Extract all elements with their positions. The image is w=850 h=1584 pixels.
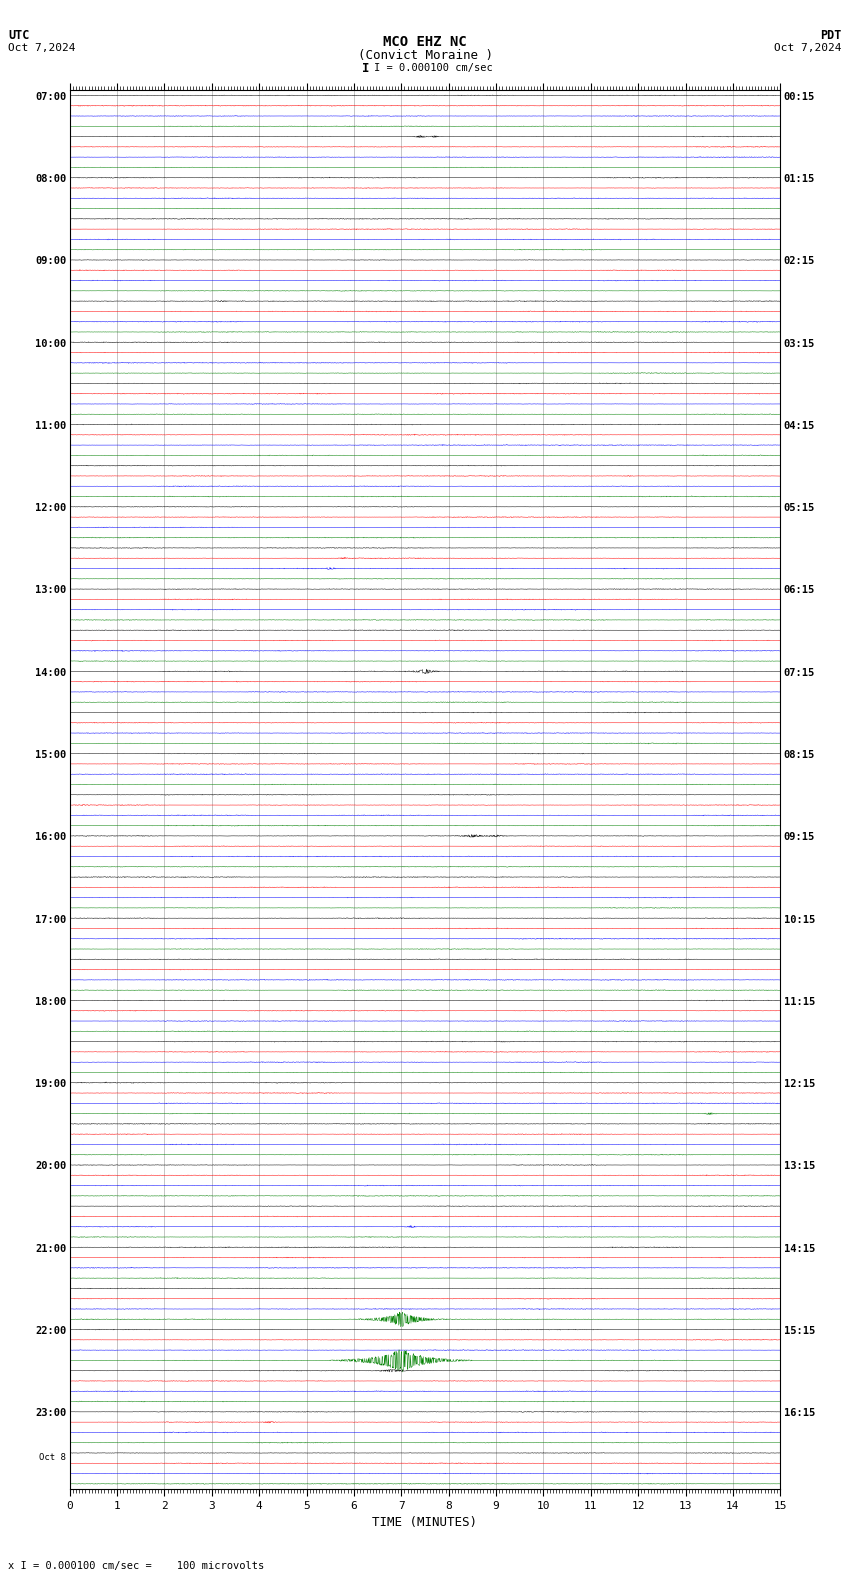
Text: 16:00: 16:00	[35, 832, 66, 843]
Text: 20:00: 20:00	[35, 1161, 66, 1172]
Text: 22:00: 22:00	[35, 1326, 66, 1335]
Text: Oct 7,2024: Oct 7,2024	[8, 43, 76, 52]
Text: 04:15: 04:15	[784, 421, 815, 431]
Text: 11:15: 11:15	[784, 996, 815, 1007]
Text: 13:15: 13:15	[784, 1161, 815, 1172]
Text: PDT: PDT	[820, 29, 842, 41]
Text: I: I	[362, 62, 369, 74]
Text: 12:00: 12:00	[35, 504, 66, 513]
Text: 16:15: 16:15	[784, 1408, 815, 1418]
Text: 12:15: 12:15	[784, 1079, 815, 1090]
Text: 15:15: 15:15	[784, 1326, 815, 1335]
Text: 14:00: 14:00	[35, 668, 66, 678]
Text: 19:00: 19:00	[35, 1079, 66, 1090]
Text: 02:15: 02:15	[784, 257, 815, 266]
Text: Oct 7,2024: Oct 7,2024	[774, 43, 842, 52]
Text: 13:00: 13:00	[35, 586, 66, 596]
Text: 07:00: 07:00	[35, 92, 66, 101]
Text: 07:15: 07:15	[784, 668, 815, 678]
Text: 00:15: 00:15	[784, 92, 815, 101]
Text: (Convict Moraine ): (Convict Moraine )	[358, 49, 492, 62]
Text: 18:00: 18:00	[35, 996, 66, 1007]
Text: UTC: UTC	[8, 29, 30, 41]
X-axis label: TIME (MINUTES): TIME (MINUTES)	[372, 1516, 478, 1529]
Text: 17:00: 17:00	[35, 914, 66, 925]
Text: 21:00: 21:00	[35, 1243, 66, 1253]
Text: 01:15: 01:15	[784, 174, 815, 184]
Text: MCO EHZ NC: MCO EHZ NC	[383, 35, 467, 49]
Text: 23:00: 23:00	[35, 1408, 66, 1418]
Text: 05:15: 05:15	[784, 504, 815, 513]
Text: 15:00: 15:00	[35, 751, 66, 760]
Text: 14:15: 14:15	[784, 1243, 815, 1253]
Text: 03:15: 03:15	[784, 339, 815, 348]
Text: 11:00: 11:00	[35, 421, 66, 431]
Text: 09:15: 09:15	[784, 832, 815, 843]
Text: 08:00: 08:00	[35, 174, 66, 184]
Text: Oct 8: Oct 8	[39, 1453, 66, 1462]
Text: x I = 0.000100 cm/sec =    100 microvolts: x I = 0.000100 cm/sec = 100 microvolts	[8, 1562, 264, 1571]
Text: 10:15: 10:15	[784, 914, 815, 925]
Text: 08:15: 08:15	[784, 751, 815, 760]
Text: 09:00: 09:00	[35, 257, 66, 266]
Text: 10:00: 10:00	[35, 339, 66, 348]
Text: I = 0.000100 cm/sec: I = 0.000100 cm/sec	[374, 63, 493, 73]
Text: 06:15: 06:15	[784, 586, 815, 596]
